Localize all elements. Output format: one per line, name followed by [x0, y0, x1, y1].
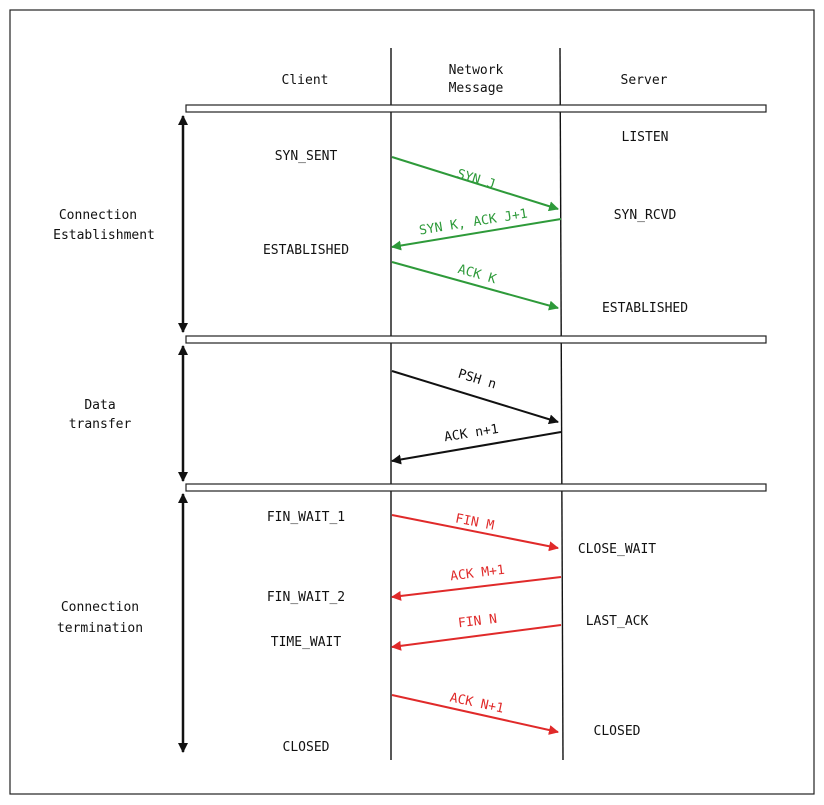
message-arrow-ack-m1: [391, 576, 562, 601]
phase-label-termination-line2: termination: [57, 621, 143, 636]
message-label-fin-m: FIN M: [454, 511, 495, 533]
message-arrow-syn-j: [391, 156, 559, 212]
server-state-syn-rcvd: SYN_RCVD: [614, 208, 677, 223]
network-server-divider: [559, 47, 564, 761]
message-label-syn-j: SYN J: [455, 167, 497, 193]
client-state-fin-wait-1: FIN_WAIT_1: [267, 510, 345, 525]
message-arrow-fin-n: [391, 624, 562, 651]
server-state-last-ack: LAST_ACK: [586, 614, 649, 629]
message-label-ack-k: ACK K: [456, 262, 498, 287]
server-state-listen: LISTEN: [622, 130, 669, 145]
client-state-fin-wait-2: FIN_WAIT_2: [267, 590, 345, 605]
phase-label-establishment-line1: Connection: [59, 208, 137, 223]
message-arrow-ack-n1: [391, 431, 562, 465]
column-header-network-line2: Message: [449, 81, 504, 96]
message-label-ack-n1: ACK n+1: [443, 422, 499, 445]
phase-separator-transfer: [185, 335, 767, 344]
message-arrow-ack-k: [391, 261, 559, 311]
server-state-established: ESTABLISHED: [602, 301, 688, 316]
phase-separator-termination: [185, 483, 767, 492]
column-header-server: Server: [621, 73, 668, 88]
message-arrow-ack-n-plus-1: [391, 694, 559, 735]
phase-label-termination-line1: Connection: [61, 600, 139, 615]
client-state-syn-sent: SYN_SENT: [275, 149, 338, 164]
column-header-client: Client: [282, 73, 329, 88]
client-state-time-wait: TIME_WAIT: [271, 635, 342, 650]
column-header-network-line1: Network: [449, 63, 504, 78]
phase-label-establishment-line2: Establishment: [53, 228, 155, 243]
client-state-closed: CLOSED: [283, 740, 330, 755]
phase-label-transfer-line1: Data: [84, 398, 115, 413]
server-state-close-wait: CLOSE_WAIT: [578, 542, 656, 557]
message-arrow-syn-k-ack: [391, 218, 562, 251]
message-label-ack-m1: ACK M+1: [449, 563, 505, 585]
message-label-psh-n: PSH n: [456, 367, 498, 393]
server-state-closed: CLOSED: [594, 724, 641, 739]
phase-separator-top: [185, 104, 767, 113]
client-state-established: ESTABLISHED: [263, 243, 349, 258]
message-label-ack-n-plus-1: ACK N+1: [448, 691, 505, 717]
message-arrow-psh-n: [391, 370, 559, 425]
message-arrow-fin-m: [391, 514, 559, 552]
outer-frame: [9, 9, 815, 795]
phase-label-transfer-line2: transfer: [69, 417, 132, 432]
message-label-fin-n: FIN N: [457, 612, 498, 632]
